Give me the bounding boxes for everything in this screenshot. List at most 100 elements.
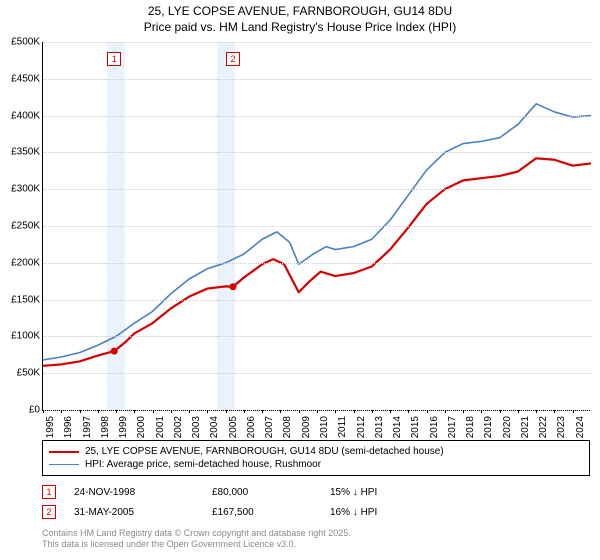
x-tick (317, 410, 318, 413)
chart-container: 25, LYE COPSE AVENUE, FARNBOROUGH, GU14 … (0, 0, 600, 560)
x-axis-label: 2023 (556, 416, 567, 438)
x-tick (226, 410, 227, 413)
x-axis-label: 2021 (520, 416, 531, 438)
x-axis-label: 2003 (191, 416, 202, 438)
y-axis-label: £500K (0, 37, 40, 48)
x-axis-label: 2005 (228, 416, 239, 438)
gridline (43, 336, 591, 337)
transaction-date: 31-MAY-2005 (74, 507, 194, 518)
sale-dot (111, 348, 118, 355)
x-axis-label: 2013 (374, 416, 385, 438)
x-tick (390, 410, 391, 413)
y-axis-label: £150K (0, 294, 40, 305)
transaction-row: 1 24-NOV-1998 £80,000 15% ↓ HPI (42, 482, 590, 502)
x-tick (207, 410, 208, 413)
y-axis-label: £200K (0, 257, 40, 268)
y-axis-label: £100K (0, 331, 40, 342)
y-axis-label: £400K (0, 110, 40, 121)
x-axis-label: 2002 (173, 416, 184, 438)
footer-line-1: Contains HM Land Registry data © Crown c… (42, 528, 351, 539)
transaction-marker: 1 (42, 485, 56, 499)
x-tick (372, 410, 373, 413)
transaction-price: £80,000 (212, 487, 312, 498)
x-axis-label: 2019 (483, 416, 494, 438)
title-line-1: 25, LYE COPSE AVENUE, FARNBOROUGH, GU14 … (0, 4, 600, 20)
x-axis-label: 1996 (63, 416, 74, 438)
gridline (43, 152, 591, 153)
x-tick (518, 410, 519, 413)
gridline (43, 79, 591, 80)
x-axis-label: 2007 (264, 416, 275, 438)
transaction-delta: 15% ↓ HPI (330, 487, 420, 498)
transaction-delta: 16% ↓ HPI (330, 507, 420, 518)
x-tick (554, 410, 555, 413)
legend-item-property: 25, LYE COPSE AVENUE, FARNBOROUGH, GU14 … (49, 445, 583, 458)
x-axis-label: 1997 (82, 416, 93, 438)
x-tick (98, 410, 99, 413)
x-axis-label: 2017 (447, 416, 458, 438)
x-axis-label: 2016 (429, 416, 440, 438)
x-axis-label: 2001 (155, 416, 166, 438)
x-tick (354, 410, 355, 413)
transaction-price: £167,500 (212, 507, 312, 518)
y-axis-label: £50K (0, 368, 40, 379)
y-axis-label: £450K (0, 73, 40, 84)
legend-swatch (49, 464, 79, 465)
legend-label: 25, LYE COPSE AVENUE, FARNBOROUGH, GU14 … (85, 446, 444, 457)
legend-swatch (49, 451, 79, 453)
gridline (43, 116, 591, 117)
sale-dot (229, 283, 236, 290)
y-axis-label: £350K (0, 147, 40, 158)
series-line-hpi (43, 104, 591, 360)
x-tick (171, 410, 172, 413)
x-tick (43, 410, 44, 413)
x-axis-label: 2015 (410, 416, 421, 438)
x-tick (80, 410, 81, 413)
title-line-2: Price paid vs. HM Land Registry's House … (0, 20, 600, 36)
transaction-row: 2 31-MAY-2005 £167,500 16% ↓ HPI (42, 502, 590, 522)
x-tick (262, 410, 263, 413)
x-axis-label: 1995 (45, 416, 56, 438)
x-tick (61, 410, 62, 413)
x-axis-label: 2004 (209, 416, 220, 438)
x-tick (573, 410, 574, 413)
x-tick (427, 410, 428, 413)
x-axis-label: 2024 (575, 416, 586, 438)
transaction-marker: 2 (42, 505, 56, 519)
transaction-date: 24-NOV-1998 (74, 487, 194, 498)
y-axis-label: £300K (0, 184, 40, 195)
gridline (43, 263, 591, 264)
footer-line-2: This data is licensed under the Open Gov… (42, 539, 351, 550)
x-tick (153, 410, 154, 413)
x-tick (189, 410, 190, 413)
x-tick (445, 410, 446, 413)
x-tick (500, 410, 501, 413)
y-axis-label: £0 (0, 405, 40, 416)
x-axis-label: 2022 (538, 416, 549, 438)
gridline (43, 189, 591, 190)
x-axis-label: 2020 (502, 416, 513, 438)
x-axis-label: 2014 (392, 416, 403, 438)
plot-area: 12 (42, 42, 591, 411)
chart-title: 25, LYE COPSE AVENUE, FARNBOROUGH, GU14 … (0, 0, 600, 35)
x-axis-label: 1999 (118, 416, 129, 438)
x-axis-label: 2011 (337, 416, 348, 438)
x-tick (463, 410, 464, 413)
x-tick (280, 410, 281, 413)
x-axis-label: 2000 (136, 416, 147, 438)
x-axis-label: 2012 (356, 416, 367, 438)
y-axis-label: £250K (0, 221, 40, 232)
footer-attribution: Contains HM Land Registry data © Crown c… (42, 528, 351, 550)
x-tick (335, 410, 336, 413)
x-tick (244, 410, 245, 413)
legend: 25, LYE COPSE AVENUE, FARNBOROUGH, GU14 … (42, 440, 590, 476)
x-axis-label: 2009 (301, 416, 312, 438)
gridline (43, 373, 591, 374)
x-axis-label: 1998 (100, 416, 111, 438)
x-tick (116, 410, 117, 413)
x-axis-label: 2010 (319, 416, 330, 438)
x-tick (481, 410, 482, 413)
x-axis-label: 2006 (246, 416, 257, 438)
transactions-table: 1 24-NOV-1998 £80,000 15% ↓ HPI 2 31-MAY-2005… (42, 482, 590, 522)
sale-marker: 1 (107, 52, 121, 66)
